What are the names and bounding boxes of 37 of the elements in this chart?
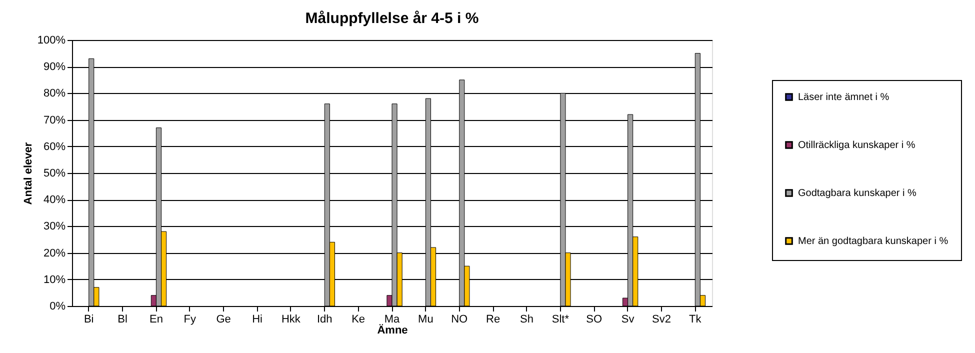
x-tick-label: Idh (316, 314, 332, 326)
legend-label: Läser inte ämnet i % (798, 92, 890, 103)
x-tick-label: NO (451, 314, 468, 326)
x-tick-label: Ke (352, 314, 366, 326)
y-tick-label: 10% (43, 274, 66, 286)
legend-label: Otillräckliga kunskaper i % (798, 140, 916, 151)
y-tick-label: 90% (43, 61, 66, 74)
y-tick-label: 70% (43, 114, 66, 126)
x-tick-label: Bi (84, 314, 94, 326)
y-tick-label: 100% (37, 34, 66, 46)
x-tick-label: Fy (184, 314, 196, 326)
y-tick-label: 80% (43, 88, 66, 100)
chart-title: Måluppfyllelse år 4-5 i % (305, 10, 479, 27)
x-tick-label: Mu (418, 314, 434, 326)
x-tick-label: Hkk (281, 314, 301, 326)
x-tick-label: Bl (118, 314, 128, 326)
x-tick-label: Slt* (552, 314, 570, 326)
x-tick-label: Tk (689, 314, 702, 326)
x-tick-label: SO (586, 314, 602, 326)
y-axis-title: Antal elever (22, 142, 34, 205)
y-tick-label: 0% (50, 300, 66, 312)
x-tick-label: Re (486, 314, 500, 326)
y-tick-label: 60% (43, 140, 66, 153)
x-tick-label: Sh (520, 314, 534, 326)
y-tick-label: 40% (43, 194, 66, 206)
legend-label: Mer än godtagbara kunskaper i % (798, 236, 948, 247)
x-tick-label: Ma (384, 314, 401, 326)
x-tick-label: Hi (252, 314, 262, 326)
legend-label: Godtagbara kunskaper i % (798, 188, 917, 199)
y-tick-label: 20% (43, 247, 66, 260)
x-tick-label: Ge (216, 314, 231, 326)
x-tick-label: Sv2 (652, 314, 671, 326)
y-tick-label: 30% (43, 220, 66, 233)
x-tick-label: Sv (621, 314, 635, 326)
x-axis-title: Ämne (377, 324, 408, 336)
y-tick-label: 50% (43, 168, 66, 180)
x-tick-label: En (149, 314, 163, 326)
